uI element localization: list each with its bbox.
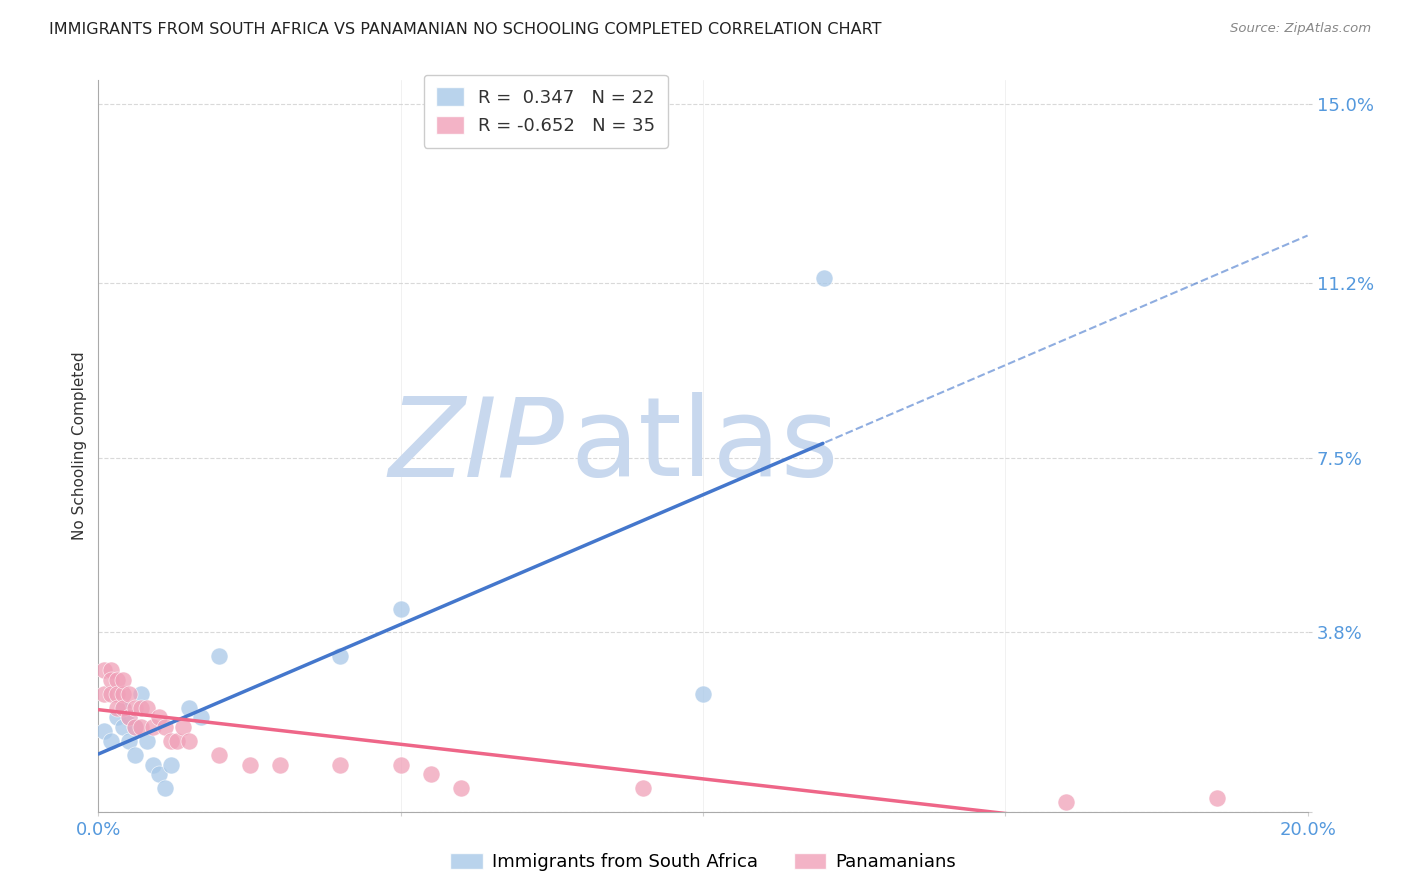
Point: [172, 720, 194, 734]
Point: [118, 710, 141, 724]
Point: [148, 767, 170, 781]
Point: [153, 720, 176, 734]
Text: IMMIGRANTS FROM SOUTH AFRICA VS PANAMANIAN NO SCHOOLING COMPLETED CORRELATION CH: IMMIGRANTS FROM SOUTH AFRICA VS PANAMANI…: [49, 22, 882, 37]
Point: [111, 720, 134, 734]
Point: [129, 701, 152, 715]
Point: [105, 687, 128, 701]
Text: atlas: atlas: [569, 392, 838, 500]
Point: [148, 710, 170, 724]
Point: [135, 701, 157, 715]
Point: [269, 757, 291, 772]
Point: [93, 687, 115, 701]
Text: Source: ZipAtlas.com: Source: ZipAtlas.com: [1230, 22, 1371, 36]
Point: [124, 720, 146, 734]
Point: [166, 734, 188, 748]
Point: [329, 757, 352, 772]
Point: [190, 710, 212, 724]
Legend: R =  0.347   N = 22, R = -0.652   N = 35: R = 0.347 N = 22, R = -0.652 N = 35: [423, 75, 668, 148]
Point: [118, 710, 141, 724]
Point: [111, 687, 134, 701]
Point: [105, 701, 128, 715]
Point: [118, 734, 141, 748]
Point: [111, 673, 134, 687]
Point: [153, 781, 176, 796]
Point: [179, 734, 201, 748]
Point: [813, 271, 835, 285]
Point: [124, 748, 146, 763]
Point: [124, 701, 146, 715]
Point: [93, 663, 115, 677]
Point: [124, 720, 146, 734]
Point: [100, 687, 122, 701]
Point: [100, 663, 122, 677]
Point: [93, 724, 115, 739]
Text: ZIP: ZIP: [388, 392, 564, 500]
Point: [179, 701, 201, 715]
Point: [111, 701, 134, 715]
Point: [135, 734, 157, 748]
Point: [142, 720, 165, 734]
Point: [389, 602, 412, 616]
Y-axis label: No Schooling Completed: No Schooling Completed: [72, 351, 87, 541]
Point: [105, 710, 128, 724]
Point: [1054, 795, 1077, 809]
Point: [329, 648, 352, 663]
Legend: Immigrants from South Africa, Panamanians: Immigrants from South Africa, Panamanian…: [443, 846, 963, 879]
Point: [111, 701, 134, 715]
Point: [420, 767, 443, 781]
Point: [118, 687, 141, 701]
Point: [129, 720, 152, 734]
Point: [142, 757, 165, 772]
Point: [1206, 790, 1229, 805]
Point: [631, 781, 654, 796]
Point: [208, 648, 231, 663]
Point: [105, 673, 128, 687]
Point: [160, 734, 183, 748]
Point: [160, 757, 183, 772]
Point: [100, 673, 122, 687]
Point: [129, 687, 152, 701]
Point: [239, 757, 262, 772]
Point: [692, 687, 714, 701]
Point: [450, 781, 472, 796]
Point: [208, 748, 231, 763]
Point: [100, 734, 122, 748]
Point: [389, 757, 412, 772]
